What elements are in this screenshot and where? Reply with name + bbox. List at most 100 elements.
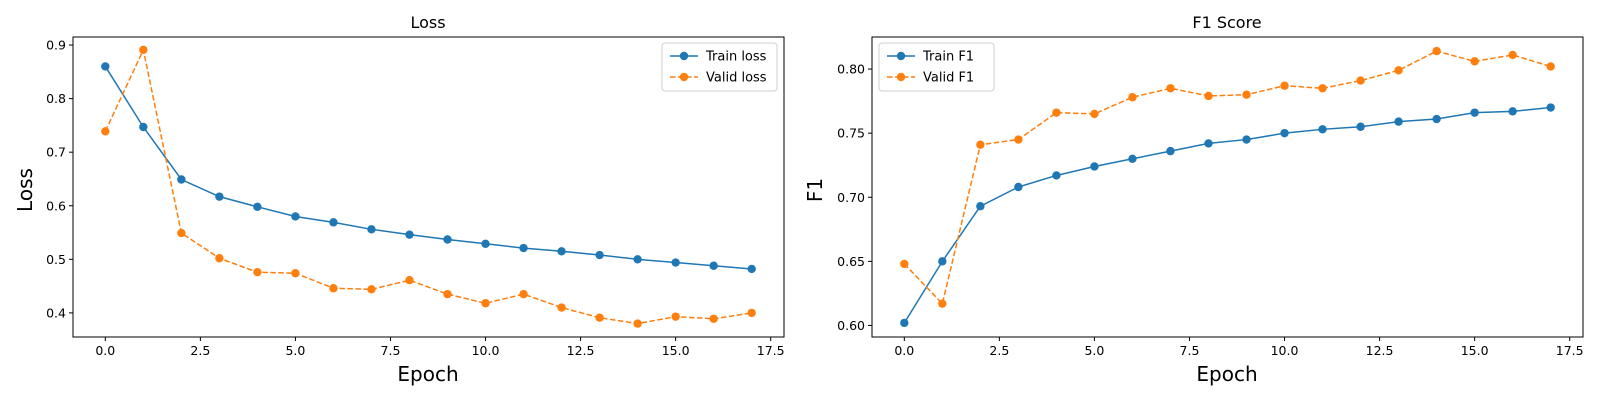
valid-f1-point: [1546, 62, 1555, 71]
train-f1-point: [976, 202, 985, 211]
loss-legend-box: [661, 42, 778, 92]
valid-f1-point: [900, 259, 909, 269]
train-f1-point: [1432, 114, 1441, 124]
train-f1-point: [900, 318, 909, 328]
f1-y-axis-label: F1: [803, 178, 827, 202]
valid-f1-point: [938, 299, 947, 308]
valid-loss-point: [329, 284, 338, 293]
f1-x-tick-label: 17.5: [1556, 343, 1584, 358]
f1-x-tick-label: 2.5: [989, 343, 1009, 358]
train-loss-point: [709, 261, 718, 270]
train-loss-point: [747, 264, 756, 274]
loss-x-tick-label: 17.5: [757, 343, 785, 358]
valid-loss-point: [443, 289, 452, 299]
f1-axis-ticks: 0.0 2.5 5.0 7.5 10.0 12.5 15.0 17.5 0.60 0.65 0.70…: [837, 62, 1583, 358]
f1-plot-area: [900, 46, 1555, 328]
train-loss-point: [405, 230, 414, 239]
f1-x-tick-label: 12.5: [1366, 343, 1394, 358]
loss-x-tick-label: 5.0: [285, 343, 305, 358]
valid-loss-point: [253, 267, 262, 277]
train-loss-point: [671, 258, 680, 267]
f1-x-tick-label: 10.0: [1271, 343, 1299, 358]
train-f1-point: [1204, 139, 1213, 148]
valid-loss-point: [595, 313, 604, 322]
train-loss-point: [557, 247, 566, 256]
train-loss-legend-marker: [679, 51, 689, 61]
valid-loss-line: [104, 47, 752, 325]
f1-legend-box: [878, 42, 995, 92]
valid-loss-point: [101, 127, 110, 136]
valid-f1-point: [1204, 91, 1213, 101]
train-f1-line: [903, 106, 1551, 324]
f1-y-tick-label: 0.70: [837, 190, 865, 205]
train-f1-legend-marker: [896, 51, 906, 61]
valid-f1-point: [1280, 81, 1289, 90]
train-f1-point: [1280, 128, 1289, 138]
loss-y-tick-label: 0.9: [46, 38, 66, 53]
valid-loss-point: [747, 308, 756, 318]
valid-loss-point: [557, 303, 566, 312]
train-loss-point: [215, 192, 224, 201]
valid-f1-point: [1242, 90, 1251, 99]
valid-f1-point: [1508, 50, 1517, 60]
f1-axes-frame: [871, 36, 1584, 338]
f1-y-tick-label: 0.80: [837, 62, 865, 77]
loss-chart: Loss Epoch Loss 0.0 2.5 5.0 7.5 10.0 12.5 15.0…: [13, 13, 785, 386]
valid-f1-legend-label: Valid F1: [923, 71, 974, 86]
valid-f1-point: [976, 140, 985, 149]
valid-loss-point: [405, 276, 414, 285]
loss-axis-ticks: 0.0 2.5 5.0 7.5 10.0 12.5 15.0 17.5 0.4 0.5 0.6 0.7…: [46, 38, 785, 358]
loss-y-tick-label: 0.5: [46, 252, 66, 267]
valid-loss-point: [177, 228, 186, 238]
f1-x-tick-label: 7.5: [1180, 343, 1200, 358]
valid-loss-point: [215, 254, 224, 263]
valid-loss-point: [291, 269, 300, 278]
valid-f1-point: [1014, 135, 1023, 144]
loss-x-tick-label: 0.0: [95, 343, 115, 358]
train-loss-point: [633, 255, 642, 264]
train-loss-point: [101, 62, 110, 71]
valid-f1-point: [1166, 84, 1175, 93]
train-f1-point: [1318, 125, 1327, 134]
valid-loss-point: [709, 314, 718, 323]
train-loss-point: [595, 250, 604, 260]
train-f1-point: [938, 257, 947, 266]
train-loss-legend-label: Train loss: [705, 50, 767, 65]
train-f1-point: [1394, 117, 1403, 126]
train-loss-point: [519, 243, 528, 253]
f1-y-tick-label: 0.75: [837, 126, 865, 141]
valid-f1-legend-marker: [896, 72, 906, 82]
valid-f1-point: [1356, 76, 1365, 85]
f1-y-tick-label: 0.60: [837, 318, 865, 333]
train-f1-point: [1052, 171, 1061, 180]
loss-x-tick-label: 15.0: [662, 343, 690, 358]
valid-f1-point: [1470, 57, 1479, 66]
f1-y-tick-label: 0.65: [837, 254, 865, 269]
valid-loss-point: [633, 319, 642, 328]
train-loss-point: [139, 122, 148, 132]
valid-loss-point: [671, 312, 680, 321]
train-f1-point: [1014, 182, 1023, 192]
train-loss-point: [367, 225, 376, 234]
valid-f1-point: [1432, 46, 1441, 56]
loss-y-tick-label: 0.6: [46, 198, 66, 213]
valid-loss-point: [139, 45, 148, 55]
train-loss-point: [253, 202, 262, 212]
train-f1-point: [1166, 146, 1175, 156]
f1-chart-title: F1 Score: [1192, 13, 1261, 32]
valid-loss-legend-marker: [679, 72, 689, 82]
train-f1-point: [1470, 108, 1479, 117]
train-f1-point: [1242, 135, 1251, 144]
loss-y-tick-label: 0.7: [46, 145, 66, 160]
valid-f1-point: [1128, 93, 1137, 102]
train-loss-point: [177, 175, 186, 184]
f1-x-tick-label: 0.0: [894, 343, 914, 358]
valid-f1-point: [1318, 84, 1327, 93]
f1-x-axis-label: Epoch: [1196, 362, 1257, 386]
train-loss-point: [329, 218, 338, 227]
loss-x-tick-label: 10.0: [472, 343, 500, 358]
loss-x-axis-label: Epoch: [397, 362, 458, 386]
train-loss-line: [104, 66, 752, 270]
valid-loss-legend-label: Valid loss: [706, 71, 767, 86]
